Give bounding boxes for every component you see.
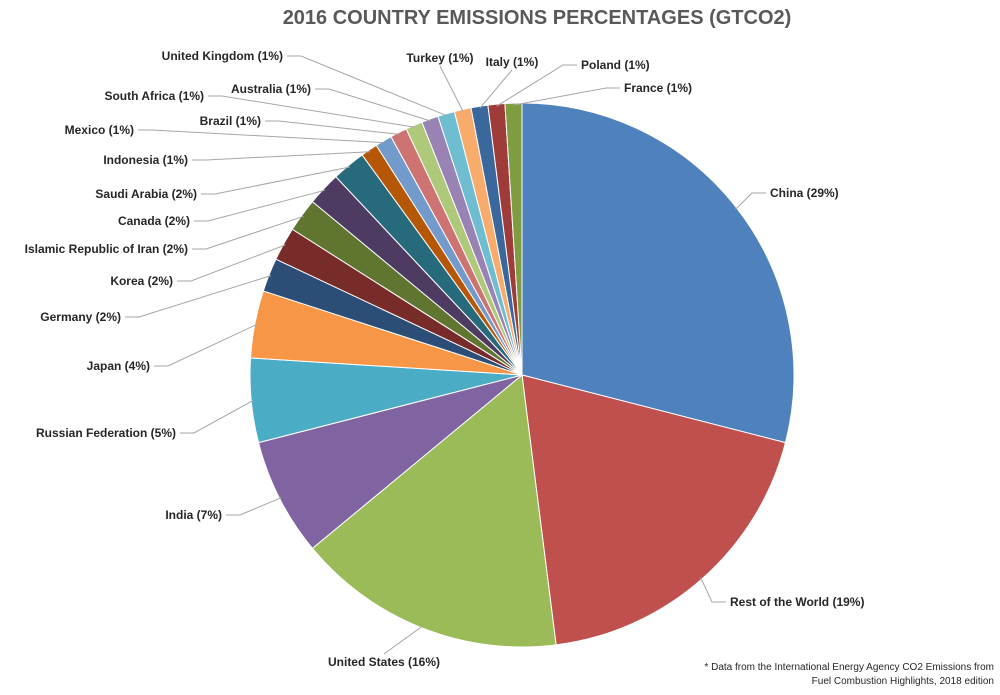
leader-line-turkey [439,65,464,112]
slice-label-brazil: Brazil (1%) [200,114,261,128]
slice-label-canada: Canada (2%) [118,214,190,228]
leader-line-france [513,87,620,106]
pie-slice-united-states [311,374,557,648]
slice-label-korea: Korea (2%) [110,274,173,288]
leader-line-germany [125,275,272,318]
leader-line-saudi-arabia [201,166,350,195]
pie-slice-rest-of-the-world [521,374,787,646]
leader-line-poland [496,64,577,107]
slice-label-france: France (1%) [624,81,692,95]
footnote-line-1: * Data from the International Energy Age… [704,662,994,673]
slice-label-rest-of-the-world: Rest of the World (19%) [730,595,864,609]
slice-label-india: India (7%) [165,508,222,522]
slice-label-poland: Poland (1%) [581,58,650,72]
leader-line-australia [315,88,431,122]
slice-label-indonesia: Indonesia (1%) [103,153,188,167]
slice-label-turkey: Turkey (1%) [406,51,473,65]
leader-line-india [226,497,282,516]
leader-line-japan [154,323,258,367]
leader-lines-layer [125,55,766,655]
slice-label-united-states: United States (16%) [328,655,440,669]
leader-line-korea [177,244,286,282]
slice-label-united-kingdom: United Kingdom (1%) [162,49,283,63]
slice-label-germany: Germany (2%) [40,310,121,324]
leader-line-mexico [138,129,385,144]
slice-label-south-africa: South Africa (1%) [104,89,204,103]
slice-label-mexico: Mexico (1%) [65,123,134,137]
slice-label-china: China (29%) [770,186,839,200]
slice-label-saudi-arabia: Saudi Arabia (2%) [95,187,197,201]
leader-line-rest-of-the-world [700,577,726,603]
pie-slice-france [504,102,523,376]
leader-line-indonesia [192,151,371,161]
slice-label-islamic-republic-of-iran: Islamic Republic of Iran (2%) [25,242,188,256]
slice-labels-layer: China (29%) Rest of the World (19%) United… [25,49,865,669]
source-footnote: * Data from the International Energy Age… [694,661,994,689]
slices-layer [249,102,795,648]
footnote-line-2: Fuel Combustion Highlights, 2018 edition [811,676,994,687]
leader-line-canada [194,189,326,222]
leader-line-united-states [383,625,423,655]
slice-label-italy: Italy (1%) [486,55,539,69]
leader-line-russian-federation [180,399,254,434]
chart-title: 2016 COUNTRY EMISSIONS PERCENTAGES (GTCO… [283,7,792,29]
slice-label-australia: Australia (1%) [231,82,311,96]
leader-line-south-africa [208,95,415,128]
leader-line-china [734,192,766,210]
leader-line-brazil [265,120,400,135]
leader-line-islamic-republic-of-iran [192,215,304,250]
slice-label-japan: Japan (4%) [87,359,150,373]
leader-line-italy [479,69,513,109]
slice-label-russian-federation: Russian Federation (5%) [36,426,176,440]
leader-line-united-kingdom [287,55,447,117]
